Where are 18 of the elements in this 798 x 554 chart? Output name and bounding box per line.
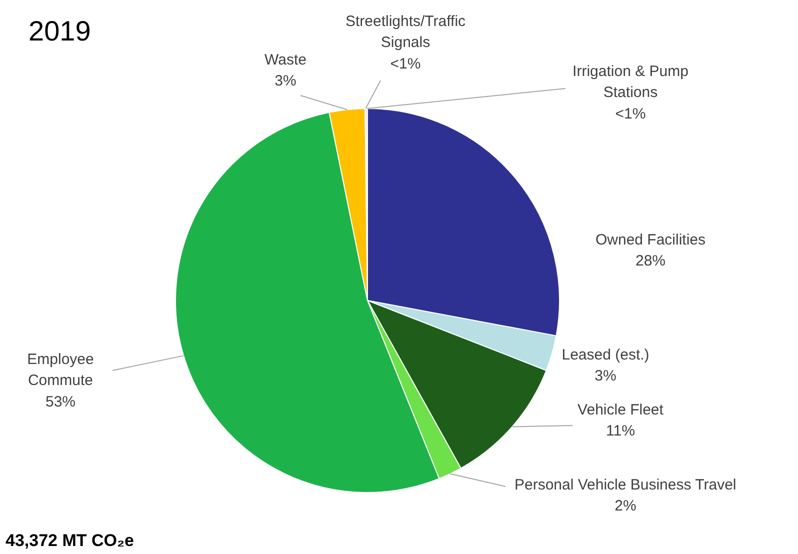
data-label: 2% xyxy=(614,498,636,515)
data-label: 53% xyxy=(45,393,76,410)
data-label: <1% xyxy=(390,55,421,72)
slice-label: Waste xyxy=(264,51,306,68)
slice-label: Vehicle Fleet xyxy=(578,401,664,418)
chart-title: 2019 xyxy=(28,16,91,46)
slice-label: Leased (est.) xyxy=(562,346,650,364)
slice-label: Streetlights/Traffic Signals xyxy=(345,12,466,51)
data-label: 3% xyxy=(594,368,616,385)
data-label: 11% xyxy=(606,422,635,440)
text: 43,372 MT CO₂e xyxy=(6,531,134,550)
data-label: 28% xyxy=(635,252,666,270)
slice-label: Owned Facilities xyxy=(595,231,706,248)
data-label: <1% xyxy=(615,105,646,122)
slice-label: Irrigation & Pump Stations xyxy=(572,62,688,101)
slice-label: Personal Vehicle Business Travel xyxy=(514,476,736,494)
slice-label: Employee Commute xyxy=(27,350,94,389)
data-label: 3% xyxy=(274,72,296,90)
